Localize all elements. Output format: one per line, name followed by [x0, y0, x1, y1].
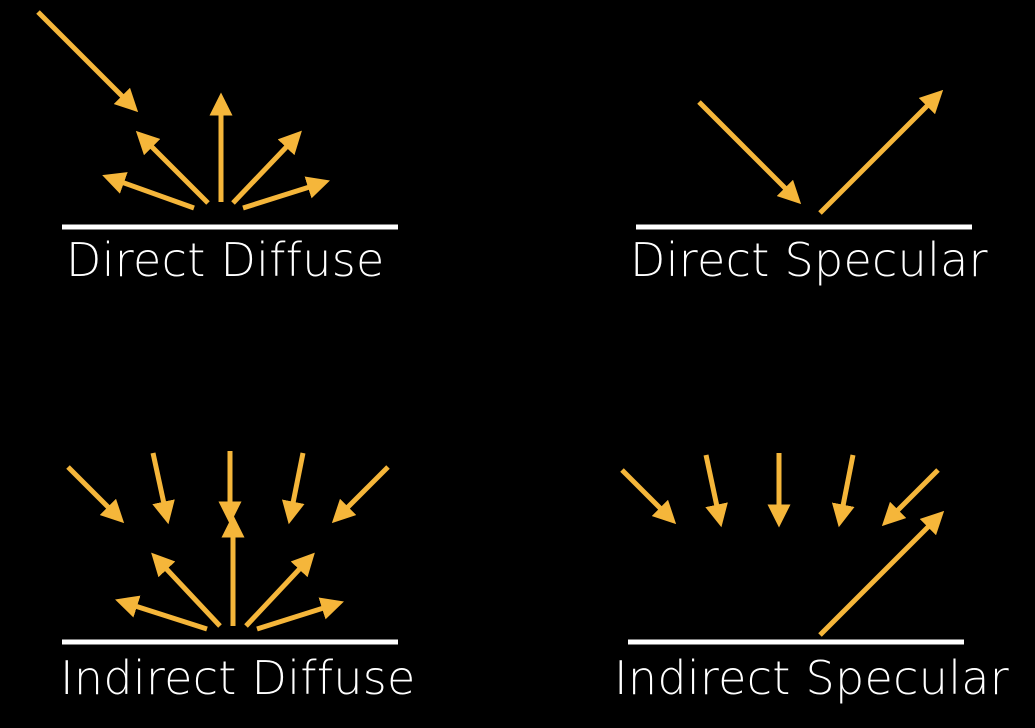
- incident-ray: [697, 100, 802, 205]
- scatter-ray: [231, 130, 302, 205]
- panel-indirect-specular: Indirect Specular: [614, 453, 1009, 705]
- panel-label-indirect-specular: Indirect Specular: [614, 651, 1009, 705]
- incident-ray: [150, 452, 175, 525]
- reflected-ray: [818, 510, 945, 637]
- panel-label-indirect-diffuse: Indirect Diffuse: [60, 651, 416, 705]
- incident-ray: [66, 465, 125, 524]
- incident-ray: [831, 454, 856, 528]
- scatter-ray: [242, 176, 330, 211]
- panel-direct-specular: Direct Specular: [630, 89, 988, 287]
- incident-ray: [331, 465, 390, 524]
- incident-ray: [703, 454, 728, 528]
- scatter-ray: [115, 595, 208, 632]
- scatter-ray: [151, 552, 222, 628]
- scatter-ray: [256, 597, 344, 632]
- reflected-ray: [818, 89, 944, 215]
- incident-ray: [36, 10, 139, 113]
- scatter-ray: [135, 130, 210, 205]
- scatter-ray: [244, 552, 315, 628]
- panel-label-direct-diffuse: Direct Diffuse: [66, 233, 385, 287]
- panel-label-direct-specular: Direct Specular: [630, 233, 988, 287]
- incident-ray: [620, 468, 677, 525]
- scatter-ray: [102, 172, 195, 211]
- incident-ray: [881, 468, 940, 527]
- panel-indirect-diffuse: Indirect Diffuse: [60, 451, 416, 705]
- incident-ray: [281, 452, 306, 525]
- panel-direct-diffuse: Direct Diffuse: [36, 10, 398, 287]
